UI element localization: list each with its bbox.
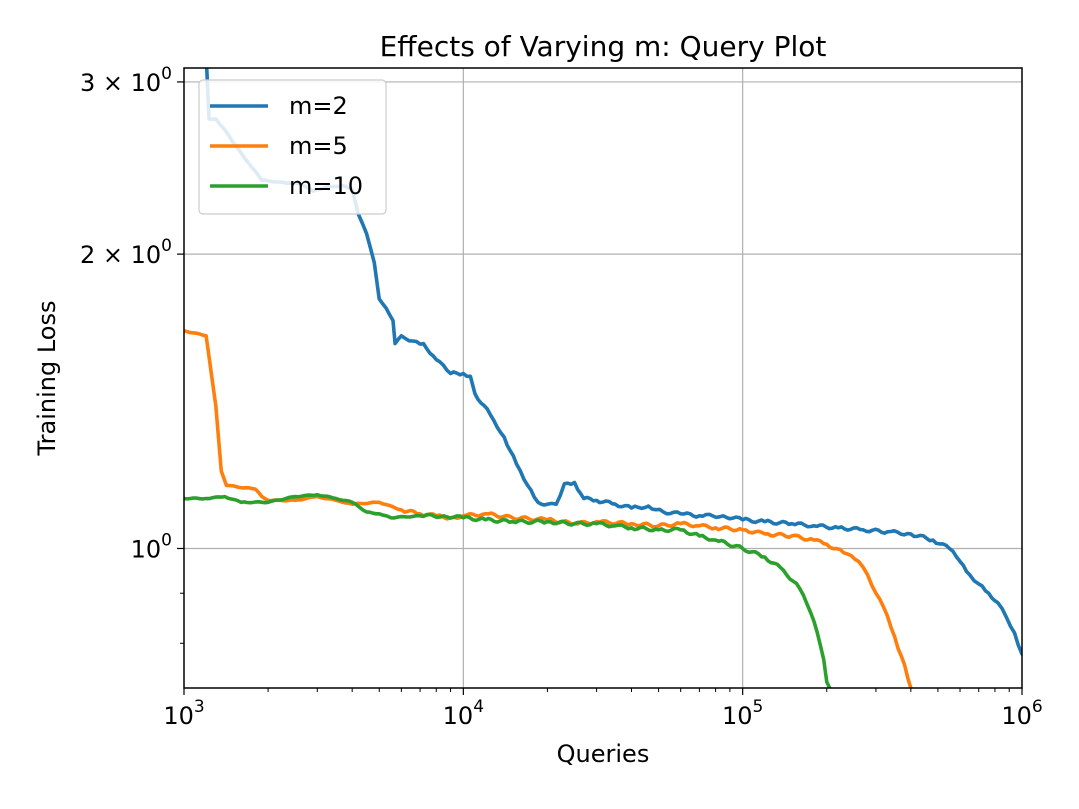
- y-tick-label: 2 × 100: [80, 236, 172, 269]
- x-tick-label: 105: [722, 697, 763, 730]
- legend: m=2 m=5 m=10: [198, 79, 387, 215]
- chart-title: Effects of Varying m: Query Plot: [380, 30, 827, 63]
- series-line-m5: [184, 328, 913, 688]
- legend-box: [198, 79, 387, 215]
- plot-frame: [183, 67, 1023, 689]
- legend-label: m=10: [289, 172, 363, 200]
- x-tick-label: 106: [1001, 697, 1042, 730]
- x-tick-label: 104: [443, 697, 484, 730]
- x-tick-label: 103: [163, 697, 204, 730]
- y-tick-label: 3 × 100: [80, 64, 172, 97]
- series-line-m10: [184, 492, 832, 688]
- y-tick-label: 100: [131, 530, 172, 563]
- y-axis-label: Training Loss: [33, 301, 61, 457]
- legend-label: m=5: [289, 132, 348, 160]
- legend-label: m=2: [289, 92, 348, 120]
- x-axis-label: Queries: [557, 740, 650, 768]
